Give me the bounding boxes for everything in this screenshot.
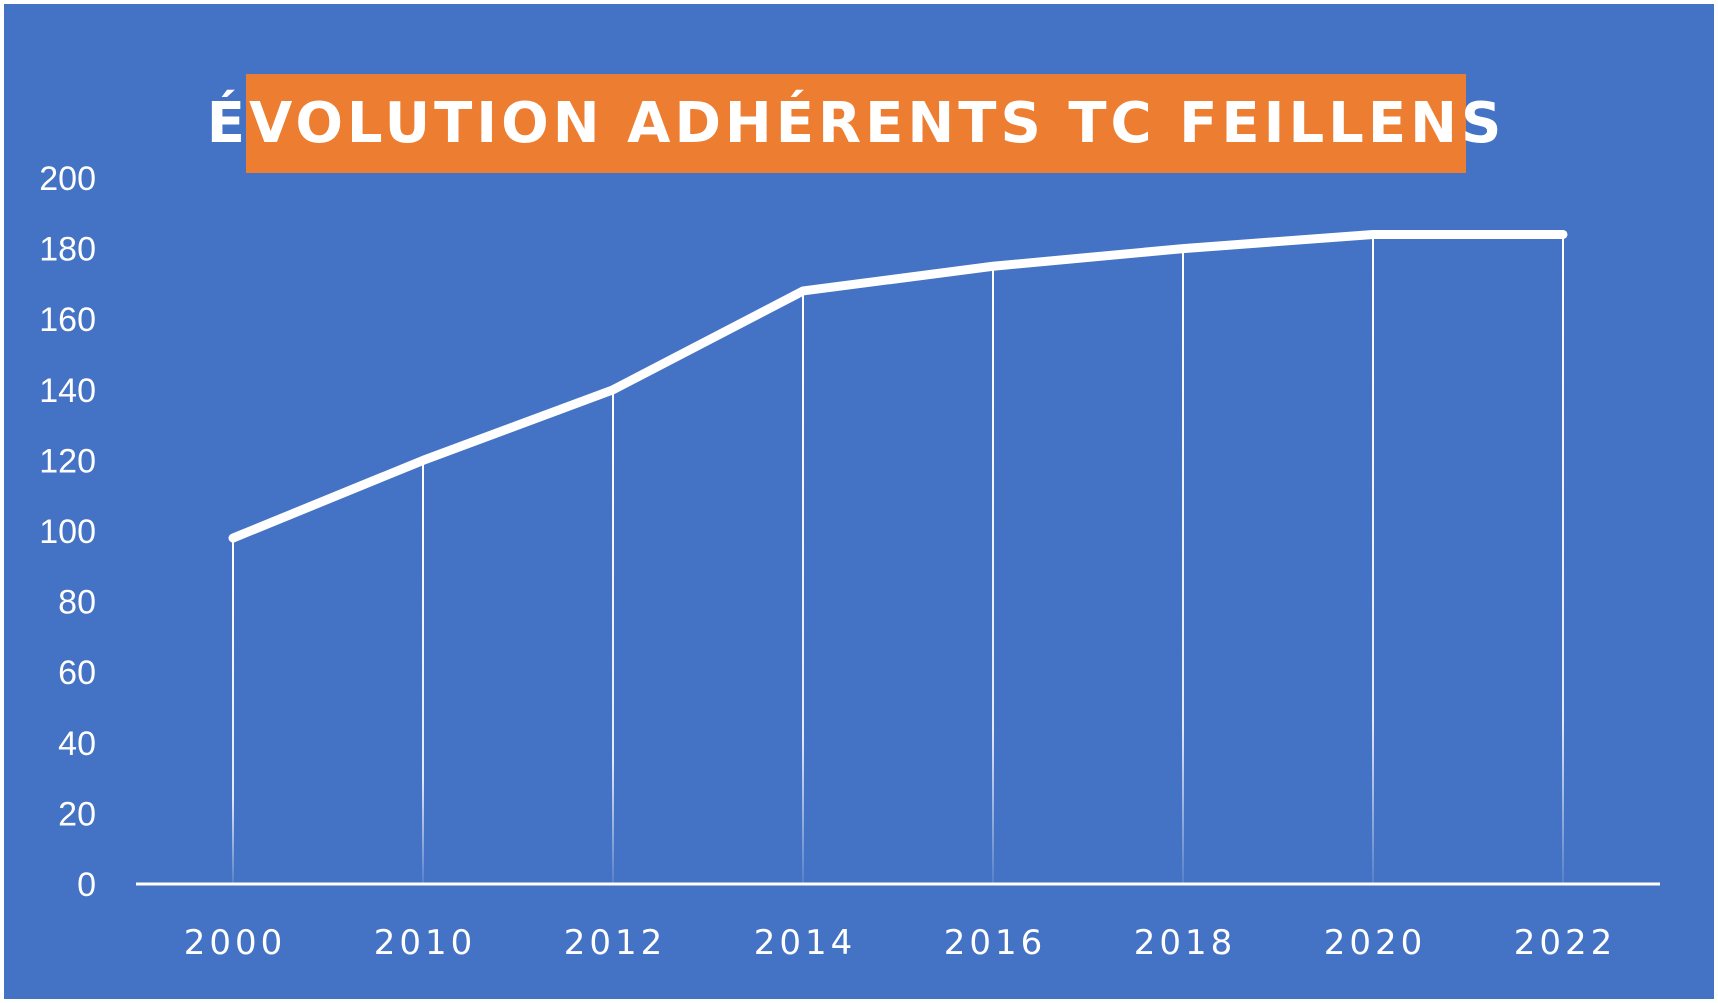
x-tick-label: 2016	[944, 923, 1047, 963]
series-line	[228, 229, 1568, 543]
y-tick-label: 140	[39, 372, 96, 410]
y-tick-label: 120	[39, 442, 96, 480]
x-tick-label: 2022	[1514, 923, 1617, 963]
chart-frame: ÉVOLUTION ADHÉRENTS TC FEILLENS 0 20 40 60 8…	[4, 4, 1714, 999]
y-axis-ticks: 0 20 40 60 80 100 120 140 160 180 200	[39, 160, 96, 904]
x-tick-label: 2018	[1134, 923, 1237, 963]
x-tick-label: 2012	[564, 923, 667, 963]
y-tick-label: 60	[58, 654, 96, 692]
y-tick-label: 180	[39, 231, 96, 269]
x-axis-ticks: 2000 2010 2012 2014 2016 2018 2020 2022	[184, 923, 1617, 963]
x-tick-label: 2014	[754, 923, 857, 963]
y-tick-label: 40	[58, 725, 96, 763]
x-tick-label: 2000	[184, 923, 287, 963]
x-tick-label: 2010	[374, 923, 477, 963]
chart-title: ÉVOLUTION ADHÉRENTS TC FEILLENS	[206, 91, 1506, 156]
chart-title-box: ÉVOLUTION ADHÉRENTS TC FEILLENS	[207, 74, 1501, 173]
y-tick-label: 160	[39, 301, 96, 339]
y-tick-label: 20	[58, 795, 96, 833]
y-tick-label: 100	[39, 513, 96, 551]
y-tick-label: 80	[58, 584, 96, 622]
x-tick-label: 2020	[1324, 923, 1427, 963]
line-chart: 0 20 40 60 80 100 120 140 160 180 200 2000 2010 2012…	[39, 160, 1660, 963]
drop-lines	[232, 234, 1565, 885]
y-tick-label: 200	[39, 160, 96, 198]
y-tick-label: 0	[77, 866, 96, 904]
